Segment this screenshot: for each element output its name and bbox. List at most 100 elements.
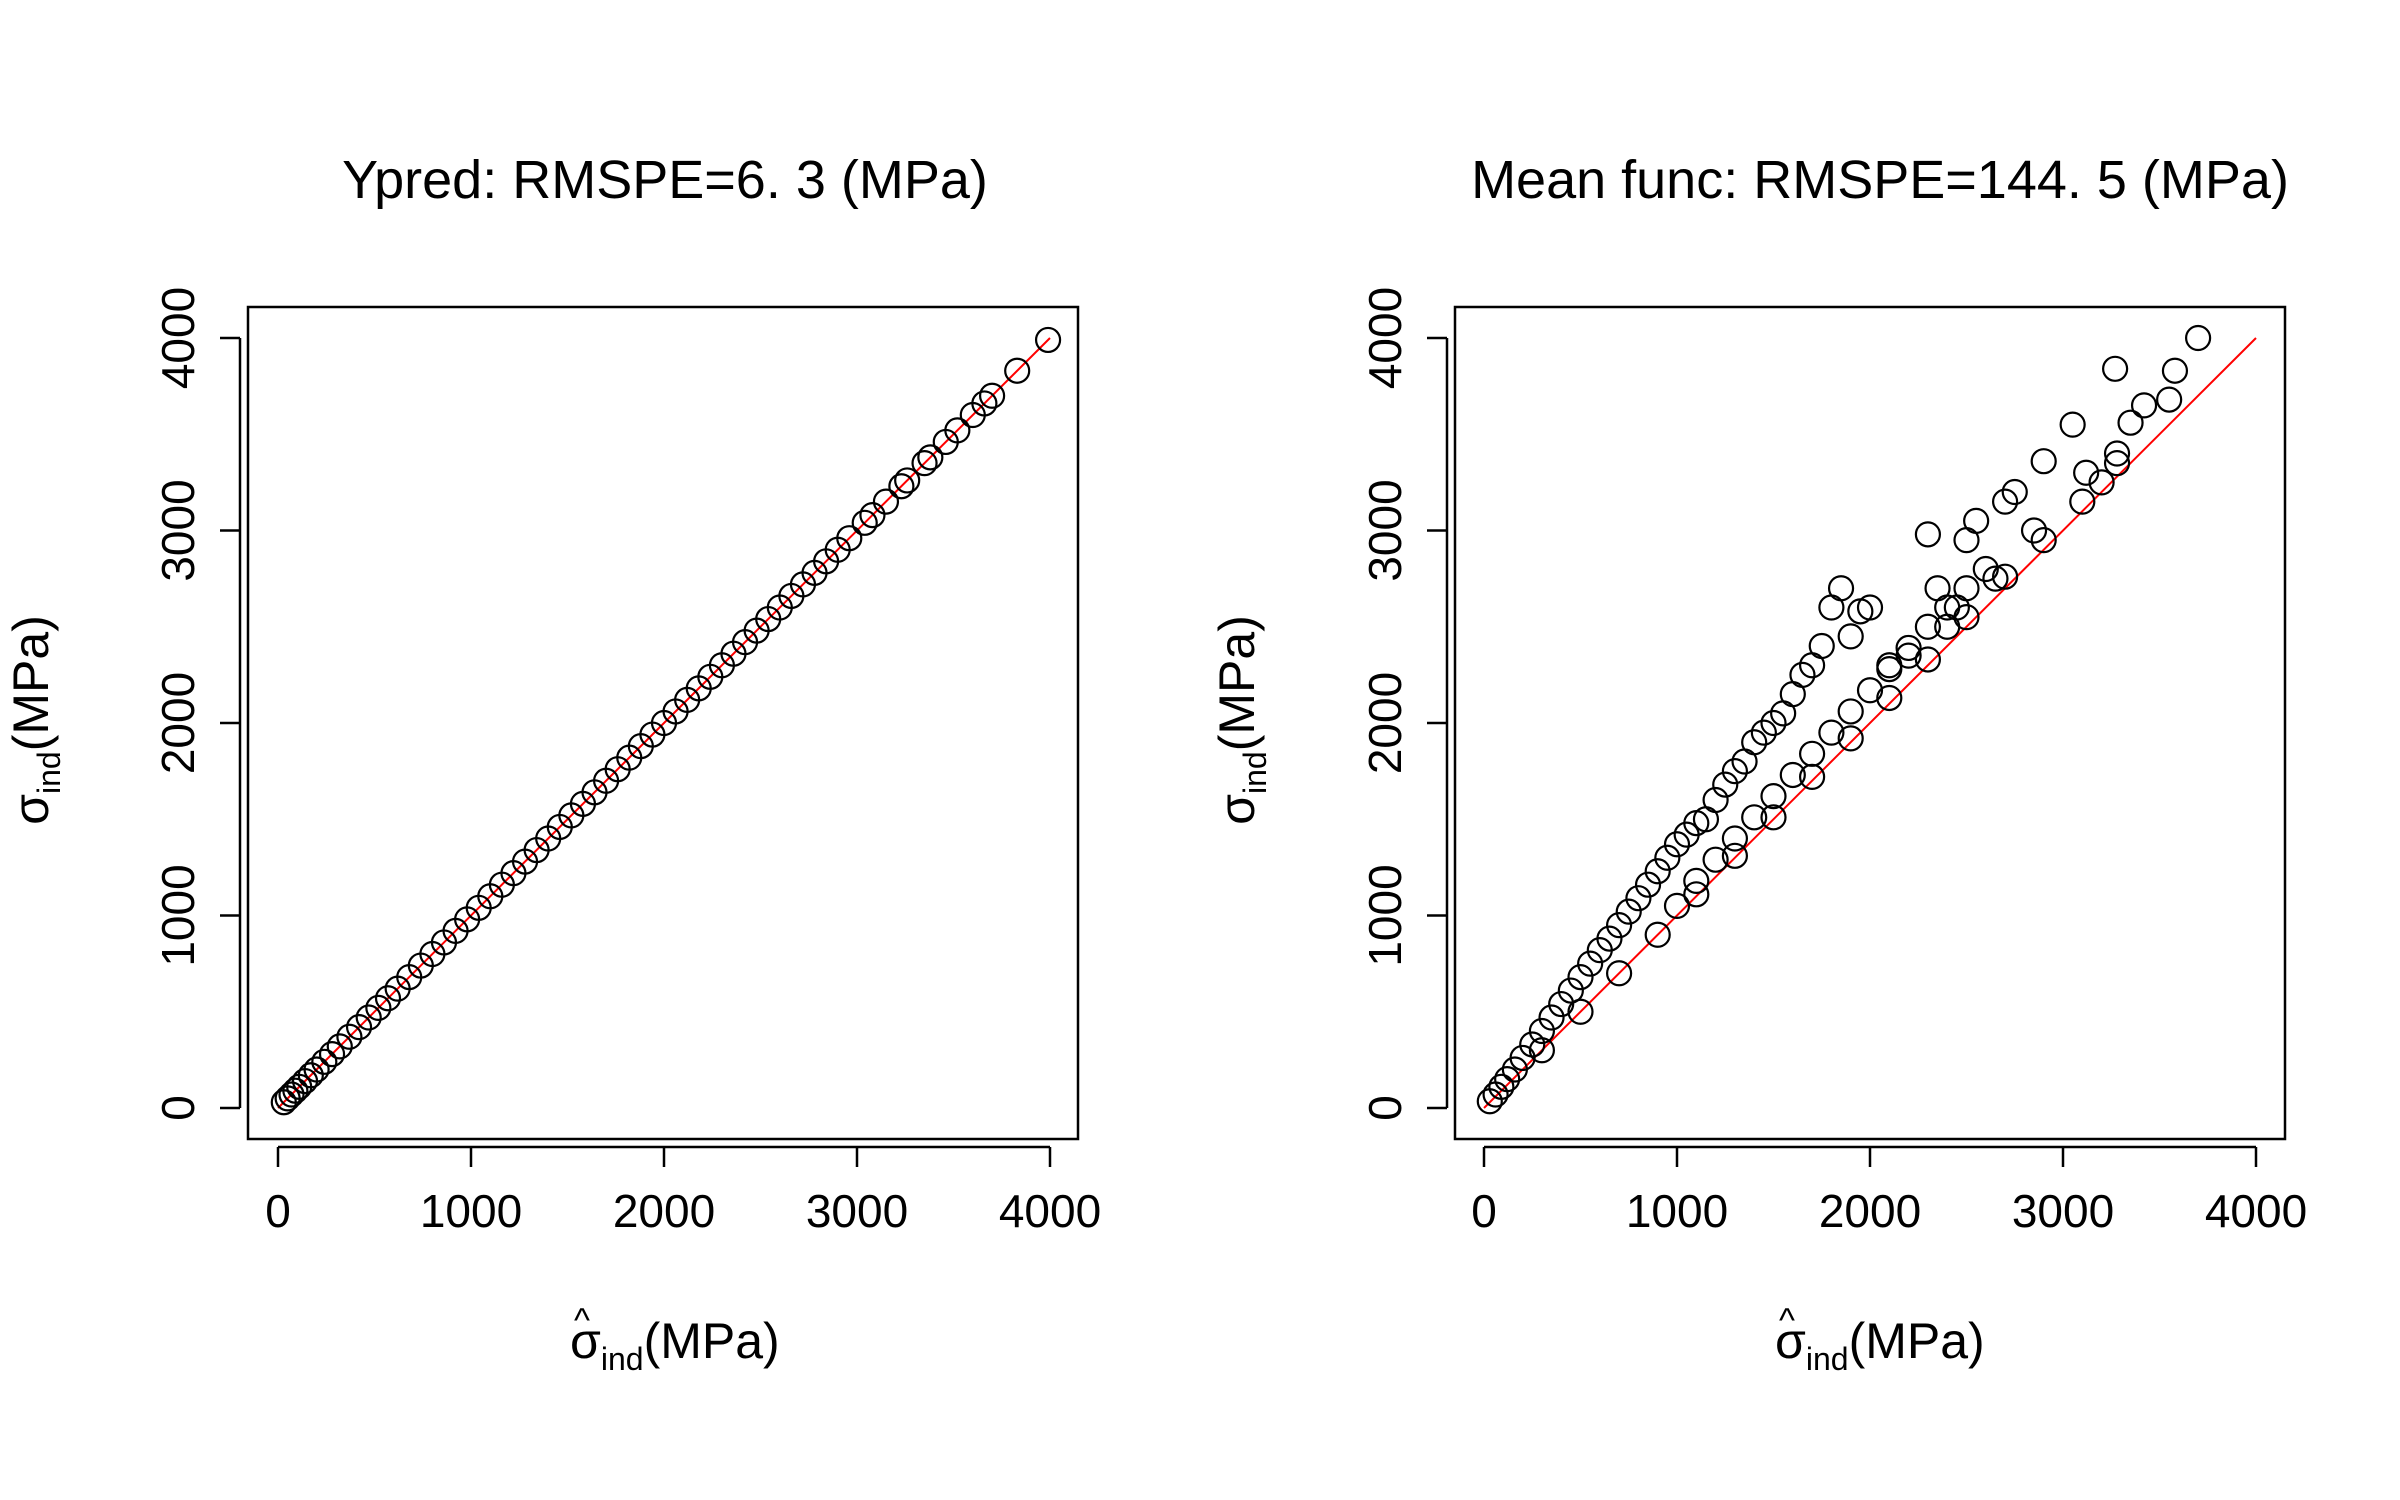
left-x-label-sigma: σ — [570, 1313, 601, 1369]
right-plot-area: 0 1000 2000 3000 4000 0 1000 2000 3000 4000 — [1359, 287, 2307, 1237]
right-data-point — [1605, 912, 1633, 939]
right-data-point — [1721, 825, 1749, 852]
left-data-point — [318, 1040, 346, 1068]
right-data-point — [1895, 634, 1922, 662]
left-data-point — [978, 382, 1006, 409]
right-x-label-hat: ^ — [1779, 1302, 1795, 1340]
right-data-point — [1634, 871, 1662, 898]
left-data-point — [971, 390, 998, 417]
left-data-point — [297, 1062, 324, 1089]
right-data-point — [1721, 842, 1749, 869]
right-data-point — [2088, 469, 2115, 496]
left-y-label-unit: (MPa) — [3, 615, 59, 751]
right-x-tick-label: 2000 — [1819, 1185, 1921, 1237]
right-data-point — [2161, 357, 2189, 384]
left-y-tick-label: 3000 — [152, 479, 204, 581]
right-data-point — [1654, 844, 1681, 871]
right-data-point — [1856, 677, 1884, 704]
right-data-point — [2185, 324, 2212, 352]
right-data-point — [1702, 786, 1729, 814]
left-data-point — [872, 488, 900, 515]
right-x-tick-label: 0 — [1471, 1185, 1497, 1237]
right-data-point — [1876, 655, 1903, 683]
right-data-point — [1605, 960, 1633, 987]
right-data-point — [1953, 575, 1980, 602]
right-data-point — [1827, 575, 1855, 602]
left-data-point — [278, 1081, 305, 1108]
right-data-point — [1972, 555, 1999, 583]
right-data-point — [1818, 719, 1845, 746]
right-data-point — [2030, 448, 2057, 475]
right-data-point — [1982, 565, 2009, 592]
left-data-point — [917, 444, 944, 471]
right-data-point — [1750, 719, 1777, 746]
right-data-point — [2059, 411, 2086, 438]
right-data-point — [1509, 1044, 1536, 1072]
left-data-point — [859, 501, 886, 529]
right-data-point — [1789, 661, 1816, 688]
left-plot-frame — [246, 305, 1080, 1141]
right-reference-line — [1483, 337, 2257, 1109]
left-data-point — [374, 985, 402, 1012]
right-y-label-unit: (MPa) — [1209, 615, 1265, 751]
right-data-point — [1721, 758, 1749, 785]
left-y-tick-label: 1000 — [152, 864, 204, 966]
left-y-label-sigma: σ — [3, 794, 59, 825]
left-y-axis-label: σind(MPa) — [3, 615, 67, 825]
right-data-point — [2073, 459, 2100, 486]
right-data-point — [1577, 950, 1604, 977]
right-data-point — [2103, 450, 2131, 477]
right-data-point — [1644, 858, 1671, 885]
right-y-tick-label: 4000 — [1359, 287, 1411, 389]
right-data-point — [1914, 521, 1942, 548]
left-panel: Ypred: RMSPE=6. 3 (MPa) 0 1000 2000 3000 400… — [3, 150, 1101, 1377]
left-plot-area: 0 1000 2000 3000 4000 0 1000 2000 3000 4000 — [152, 287, 1101, 1237]
right-y-axis-label: σind(MPa) — [1209, 615, 1273, 825]
left-x-tick-label: 2000 — [613, 1185, 715, 1237]
left-data-point — [1034, 326, 1062, 354]
right-data-point — [1615, 898, 1642, 925]
right-data-point — [2103, 440, 2131, 467]
left-x-tick-label: 3000 — [806, 1185, 908, 1237]
left-data-point — [888, 473, 915, 500]
svg-text:σind(MPa): σind(MPa) — [3, 615, 67, 825]
right-data-point — [1712, 771, 1739, 798]
left-x-tick-label: 1000 — [420, 1185, 522, 1237]
left-y-tick-label: 4000 — [152, 287, 204, 389]
right-data-point — [1914, 613, 1942, 640]
right-data-point — [1683, 881, 1710, 908]
right-x-tick-label: 1000 — [1626, 1185, 1728, 1237]
left-data-point — [311, 1048, 338, 1075]
left-x-label-hat: ^ — [574, 1302, 590, 1340]
right-x-label-sub: ind — [1806, 1341, 1849, 1377]
left-data-point — [851, 509, 878, 536]
left-data-point — [355, 1004, 382, 1031]
left-data-point — [836, 525, 863, 552]
right-data-point — [1991, 488, 2019, 515]
left-data-point — [894, 467, 921, 494]
right-y-tick-label: 3000 — [1359, 479, 1411, 581]
left-data-point — [303, 1056, 330, 1083]
left-x-label-sub: ind — [601, 1341, 644, 1377]
right-data-point — [1760, 709, 1787, 737]
right-data-point — [1538, 1004, 1565, 1031]
right-data-point — [2102, 355, 2129, 382]
left-data-point — [326, 1033, 353, 1060]
right-plot-frame — [1453, 305, 2287, 1141]
left-y-tick-label: 2000 — [152, 672, 204, 774]
right-data-point — [1760, 783, 1787, 810]
right-data-point — [1760, 804, 1787, 831]
left-reference-line — [277, 337, 1051, 1109]
right-data-point — [2117, 409, 2144, 436]
left-x-tick-label: 4000 — [999, 1185, 1101, 1237]
left-data-point — [944, 417, 971, 444]
right-x-label-unit: (MPa) — [1849, 1313, 1985, 1369]
left-data-point — [911, 450, 938, 477]
right-data-point — [1663, 831, 1691, 858]
right-y-tick-label: 0 — [1359, 1095, 1411, 1121]
right-x-tick-label: 3000 — [2012, 1185, 2114, 1237]
right-data-point — [1808, 632, 1835, 660]
right-data-point — [1644, 921, 1671, 948]
right-data-point — [1528, 1017, 1556, 1045]
right-data-point — [1914, 646, 1942, 673]
